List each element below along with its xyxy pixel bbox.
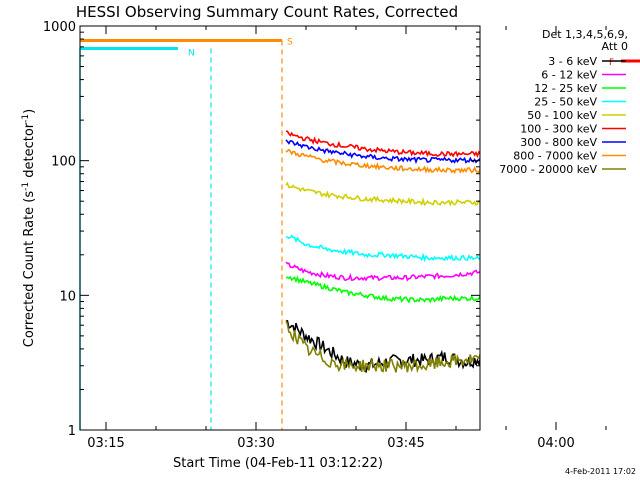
series-line-8 (285, 148, 480, 174)
footer-date: 4-Feb-2011 17:02 (565, 467, 636, 476)
x-tick-label: 03:45 (387, 436, 424, 451)
series-line-9 (285, 320, 480, 374)
y-axis: 1 10 100 1000 (43, 20, 480, 439)
legend-label: 100 - 300 keV (520, 123, 597, 136)
x-tick-label: 04:00 (537, 436, 574, 451)
y-tick-label: 1000 (43, 20, 76, 35)
legend-label: 800 - 7000 keV (513, 150, 597, 163)
series-line-6 (285, 130, 480, 159)
legend-label: 50 - 100 keV (527, 109, 597, 122)
flare-label: F (609, 58, 614, 68)
legend-label: 7000 - 20000 keV (499, 163, 597, 176)
night-label: N (188, 49, 195, 59)
series-layer (285, 130, 480, 374)
legend-header: Att 0 (602, 40, 628, 53)
series-line-1 (285, 319, 480, 374)
series-line-2 (285, 261, 480, 282)
legend-label: 25 - 50 keV (534, 96, 597, 109)
x-tick-label: 03:30 (237, 436, 274, 451)
y-axis-label: Corrected Count Rate (s-1 detector-1) (21, 109, 37, 347)
x-axis-label: Start Time (04-Feb-11 03:12:22) (173, 456, 383, 471)
legend-label: 6 - 12 keV (541, 69, 597, 82)
legend-header: Det 1,3,4,5,6,9, (542, 28, 628, 41)
legend-label: 300 - 800 keV (520, 136, 597, 149)
plot-frame (79, 25, 481, 431)
series-line-7 (285, 139, 480, 165)
y-tick-label: 100 (51, 155, 76, 170)
series-line-3 (285, 275, 480, 304)
saa-label: S (287, 38, 293, 48)
x-tick-label: 03:15 (87, 436, 124, 451)
y-tick-label: 10 (59, 289, 76, 304)
series-line-5 (285, 181, 480, 207)
legend-label: 3 - 6 keV (548, 55, 597, 68)
y-tick-label: 1 (68, 424, 76, 439)
series-line-4 (285, 234, 480, 263)
chart-title: HESSI Observing Summary Count Rates, Cor… (76, 3, 458, 21)
legend-label: 12 - 25 keV (534, 82, 597, 95)
